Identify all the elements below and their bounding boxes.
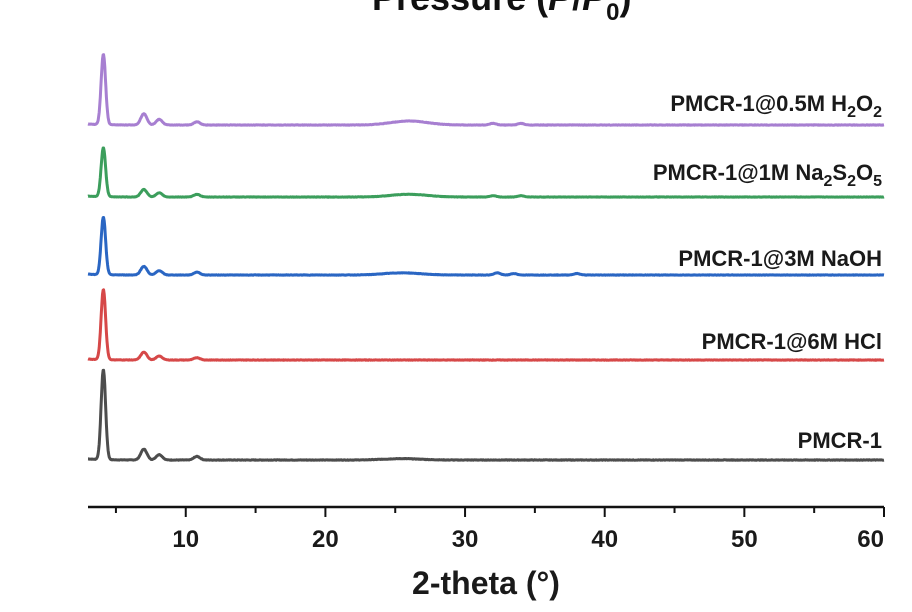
series-label-4: PMCR-1@0.5M H2O2 bbox=[670, 91, 882, 121]
chart-title-fragment: Pressure (P/P0) bbox=[372, 0, 632, 26]
series-label-1: PMCR-1@6M HCl bbox=[702, 329, 882, 354]
series-label-3: PMCR-1@1M Na2S2O5 bbox=[653, 160, 882, 190]
x-axis: 10 20 30 40 50 60 bbox=[88, 505, 885, 553]
series-label-layer: PMCR-1 PMCR-1@6M HCl PMCR-1@3M NaOH PMCR-1@… bbox=[653, 91, 882, 453]
series-line-2 bbox=[87, 216, 885, 277]
x-tick-label: 20 bbox=[312, 526, 339, 553]
x-tick-label: 30 bbox=[452, 526, 479, 553]
x-tick-label: 10 bbox=[172, 526, 199, 553]
x-tick-label: 60 bbox=[857, 526, 884, 553]
series-label-0: PMCR-1 bbox=[798, 428, 882, 453]
series-line-4 bbox=[87, 53, 885, 127]
series-layer bbox=[87, 53, 885, 462]
series-label-2: PMCR-1@3M NaOH bbox=[678, 246, 882, 271]
x-axis-title: 2-theta (°) bbox=[412, 565, 560, 601]
series-line-1 bbox=[87, 288, 885, 362]
series-line-3 bbox=[87, 146, 885, 199]
x-tick-label: 50 bbox=[731, 526, 758, 553]
series-line-0 bbox=[87, 368, 885, 462]
x-tick-label: 40 bbox=[591, 526, 618, 553]
